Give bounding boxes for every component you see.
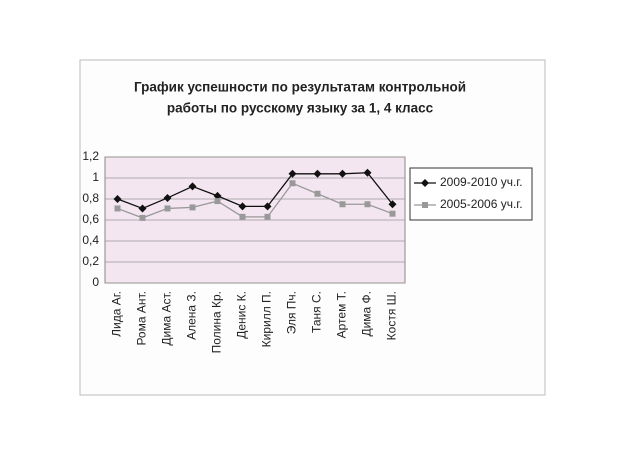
point: [313, 169, 322, 178]
y-tick-label: 0,2: [82, 254, 99, 268]
point: [163, 193, 172, 202]
x-tick-label: Дима Аст.: [160, 291, 174, 346]
y-tick-label: 0,4: [82, 233, 99, 247]
x-tick-label: Лида Аг.: [110, 291, 124, 337]
point: [288, 169, 297, 178]
y-tick-label: 1,2: [82, 149, 99, 163]
point: [338, 169, 347, 178]
point: [138, 204, 147, 213]
point: [388, 200, 397, 209]
x-tick-label: Таня С.: [310, 291, 324, 333]
chart-title: работы по русскому языку за 1, 4 класс: [167, 101, 434, 116]
point: [364, 201, 371, 208]
x-tick-label: Эля Пч.: [285, 291, 299, 334]
point: [164, 205, 171, 212]
legend-marker: [421, 179, 429, 187]
y-tick-label: 0,6: [82, 212, 99, 226]
legend-label: 2009-2010 уч.г.: [440, 175, 523, 189]
series-line: [117, 182, 393, 219]
point: [339, 201, 346, 208]
point: [289, 180, 296, 187]
x-tick-label: Дима Ф.: [360, 291, 374, 337]
point: [213, 191, 222, 200]
x-tick-label: Алена З.: [185, 291, 199, 340]
point: [363, 168, 372, 177]
point: [114, 205, 121, 212]
series-line: [117, 172, 394, 210]
x-tick-label: Кирилл П.: [260, 291, 274, 347]
x-tick-label: Артем Т.: [335, 291, 349, 338]
point: [389, 210, 396, 217]
legend-label: 2005-2006 уч.г.: [440, 197, 523, 211]
chart-title: График успешности по результатам контрол…: [134, 80, 466, 95]
point: [264, 213, 271, 220]
y-tick-label: 0,8: [82, 191, 99, 205]
point: [314, 190, 321, 197]
x-tick-label: Рома Ант.: [135, 291, 149, 346]
point: [188, 182, 197, 191]
x-tick-label: Денис К.: [235, 291, 249, 339]
y-tick-label: 1: [92, 170, 99, 184]
point: [239, 213, 246, 220]
point: [189, 204, 196, 211]
legend: [409, 167, 533, 221]
point: [214, 198, 221, 205]
x-tick-label: Полина Кр.: [210, 291, 224, 353]
point: [139, 214, 146, 221]
point: [113, 195, 122, 203]
point: [238, 202, 247, 211]
point: [263, 202, 272, 211]
y-tick-label: 0: [92, 275, 99, 289]
legend-marker: [422, 202, 428, 208]
x-tick-label: Костя Ш.: [385, 291, 399, 340]
